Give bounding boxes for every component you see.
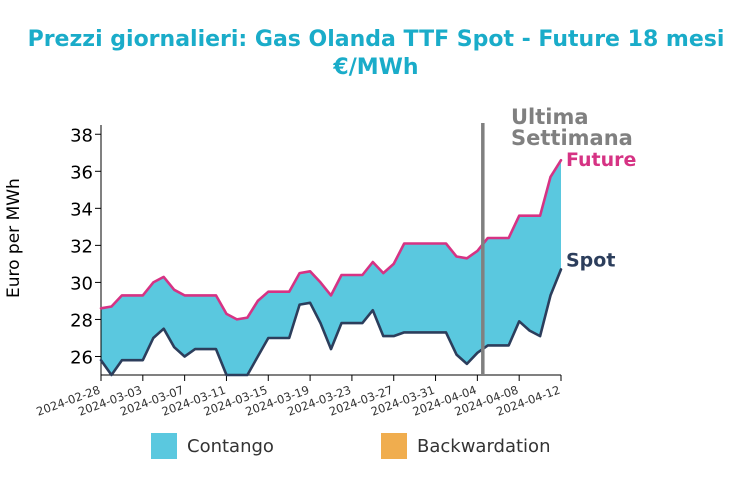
legend-label-backwardation: Backwardation: [417, 435, 551, 457]
legend-item-backwardation: Backwardation: [381, 433, 550, 459]
legend-swatch-backwardation: [381, 433, 407, 459]
legend-item-contango: Contango: [151, 433, 274, 459]
series-label-future: Future: [566, 149, 636, 171]
chart-title-line2: €/MWh: [333, 55, 419, 80]
chart-title: Prezzi giornalieri: Gas Olanda TTF Spot …: [0, 26, 752, 82]
fill-layer: [101, 160, 561, 375]
series-label-spot: Spot: [566, 249, 615, 271]
contango-area: [101, 160, 561, 375]
chart-title-line1: Prezzi giornalieri: Gas Olanda TTF Spot …: [27, 27, 725, 52]
line-layer: [99, 123, 563, 377]
y-tick-label-26: 26: [70, 347, 93, 368]
y-tick-label-36: 36: [70, 162, 93, 183]
y-tick-label-32: 32: [70, 236, 93, 257]
y-tick-label-30: 30: [70, 273, 93, 294]
y-tick-label-28: 28: [70, 310, 93, 331]
last-week-label-line1: Ultima: [511, 105, 589, 129]
y-tick-label-34: 34: [70, 199, 93, 220]
y-tick-label-38: 38: [70, 125, 93, 146]
legend-label-contango: Contango: [187, 435, 274, 457]
legend-swatch-contango: [151, 433, 177, 459]
last-week-label-line2: Settimana: [511, 126, 633, 150]
